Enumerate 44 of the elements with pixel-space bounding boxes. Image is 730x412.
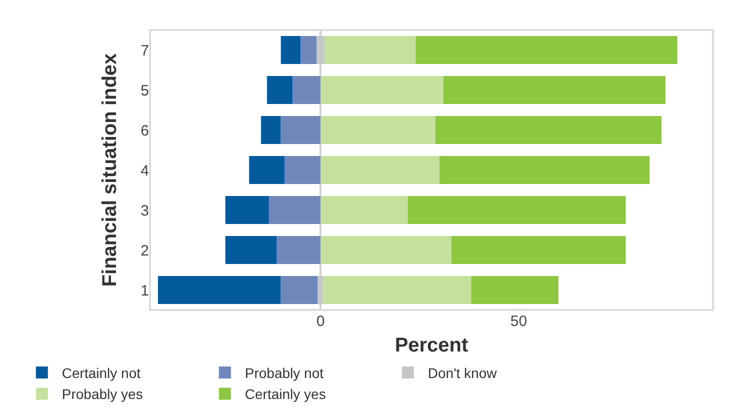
bar xyxy=(324,36,416,64)
bar xyxy=(416,36,678,64)
y-tick-label: 7 xyxy=(140,42,149,60)
bar xyxy=(249,156,285,184)
bar xyxy=(320,156,440,184)
bar xyxy=(435,116,662,144)
legend-label: Probably not xyxy=(244,365,324,381)
y-tick-label: 2 xyxy=(140,242,149,260)
bar xyxy=(320,236,452,264)
legend-label: Certainly not xyxy=(62,365,141,381)
y-tick-label: 5 xyxy=(140,82,149,100)
bar xyxy=(280,116,320,144)
x-tick-label: 50 xyxy=(510,313,528,330)
bar xyxy=(261,116,281,144)
y-tick-label: 3 xyxy=(140,202,149,220)
y-axis-title: Financial situation index xyxy=(99,53,122,287)
bar xyxy=(280,36,301,64)
y-tick-label: 6 xyxy=(140,122,149,140)
bar xyxy=(280,276,318,304)
bar xyxy=(225,196,269,224)
bar xyxy=(292,76,320,104)
x-tick-label: 0 xyxy=(316,313,325,330)
bar xyxy=(443,76,666,104)
bar xyxy=(320,116,436,144)
legend-label: Probably yes xyxy=(62,386,143,402)
bar xyxy=(408,196,626,224)
y-tick-label: 1 xyxy=(140,282,149,300)
bar xyxy=(451,236,626,264)
bar xyxy=(320,196,408,224)
bar xyxy=(266,76,293,104)
bar xyxy=(320,76,444,104)
bar xyxy=(300,36,317,64)
bar xyxy=(276,236,320,264)
bar xyxy=(323,276,472,304)
bar xyxy=(471,276,558,304)
bar xyxy=(225,236,277,264)
bar xyxy=(439,156,650,184)
bar xyxy=(284,156,320,184)
y-tick-label: 4 xyxy=(140,162,149,180)
x-axis-title: Percent xyxy=(394,334,469,356)
legend-label: Certainly yes xyxy=(244,386,326,402)
bar xyxy=(158,276,281,304)
bar xyxy=(268,196,320,224)
legend-label: Don't know xyxy=(428,365,498,381)
